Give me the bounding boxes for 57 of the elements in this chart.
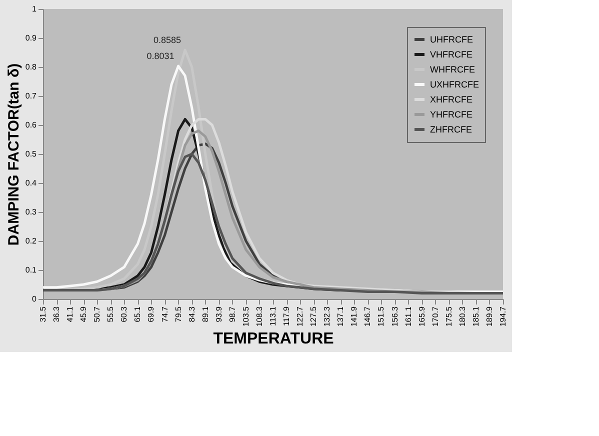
x-tick-label: 151.5 [376, 306, 386, 327]
x-tick-label: 137.1 [336, 306, 346, 327]
x-tick-label: 117.9 [282, 306, 292, 326]
y-tick-label: 0.4 [25, 178, 38, 188]
x-tick-label: 74.7 [160, 306, 170, 322]
x-tick-label: 161.1 [404, 306, 413, 327]
annotation: 0.8031 [146, 51, 174, 62]
legend-label: XHFRCFE [430, 94, 472, 104]
x-tick-label: 127.5 [309, 306, 318, 327]
x-tick-label: 89.1 [200, 306, 210, 322]
x-tick-label: 69.9 [146, 306, 156, 322]
legend-label: UXHFRCFE [430, 80, 479, 90]
x-tick-label: 141.9 [350, 306, 359, 327]
x-tick-label: 79.5 [174, 306, 183, 322]
y-tick-label: 0 [32, 294, 38, 304]
legend-label: VHFRCFE [430, 50, 472, 60]
legend-label: ZHFRCFE [430, 124, 472, 134]
legend-label: YHFRCFE [430, 110, 472, 120]
x-tick-label: 36.3 [52, 306, 62, 322]
y-tick-label: 0.7 [25, 92, 38, 100]
x-tick-label: 180.3 [458, 306, 467, 327]
y-tick-label: 0.6 [25, 120, 38, 130]
y-tick-label: 0.2 [25, 236, 38, 246]
y-tick-label: 0.9 [25, 34, 38, 42]
y-tick-label: 0.8 [25, 62, 38, 72]
x-tick-label: 122.7 [296, 306, 305, 327]
x-tick-label: 132.3 [322, 306, 332, 327]
x-tick-label: 185.1 [471, 306, 480, 327]
x-tick-label: 113.1 [268, 306, 278, 326]
x-tick-label: 165.9 [417, 306, 426, 327]
x-tick-label: 45.9 [79, 306, 88, 322]
y-axis-title: DAMPING FACTOR(tan δ) [5, 63, 22, 246]
x-tick-label: 175.5 [444, 306, 454, 327]
x-tick-label: 194.7 [498, 306, 508, 327]
x-tick-label: 31.5 [38, 306, 48, 322]
x-tick-label: 65.1 [133, 306, 142, 322]
x-tick-label: 41.1 [66, 306, 75, 322]
x-tick-label: 55.5 [106, 306, 116, 322]
y-tick-label: 0.1 [25, 266, 38, 274]
x-tick-label: 60.3 [120, 306, 129, 322]
legend-label: UHFRCFE [430, 34, 473, 44]
x-tick-label: 103.5 [241, 306, 250, 327]
x-tick-label: 156.3 [390, 306, 400, 327]
annotation: 0.8585 [154, 35, 182, 46]
y-tick-label: 1 [32, 4, 38, 14]
legend-label: WHFRCFE [430, 64, 475, 74]
x-tick-label: 50.7 [92, 306, 102, 322]
x-tick-label: 108.3 [254, 306, 264, 327]
y-tick-label: 0.3 [25, 208, 38, 216]
x-tick-label: 84.3 [187, 306, 196, 322]
x-axis-title: TEMPERATURE [213, 330, 334, 348]
x-tick-label: 93.9 [214, 306, 224, 322]
y-tick-label: 0.5 [25, 150, 38, 158]
x-tick-label: 146.7 [363, 306, 372, 327]
x-tick-label: 98.7 [228, 306, 237, 322]
x-tick-label: 189.9 [484, 306, 494, 327]
x-tick-label: 170.7 [430, 306, 440, 327]
